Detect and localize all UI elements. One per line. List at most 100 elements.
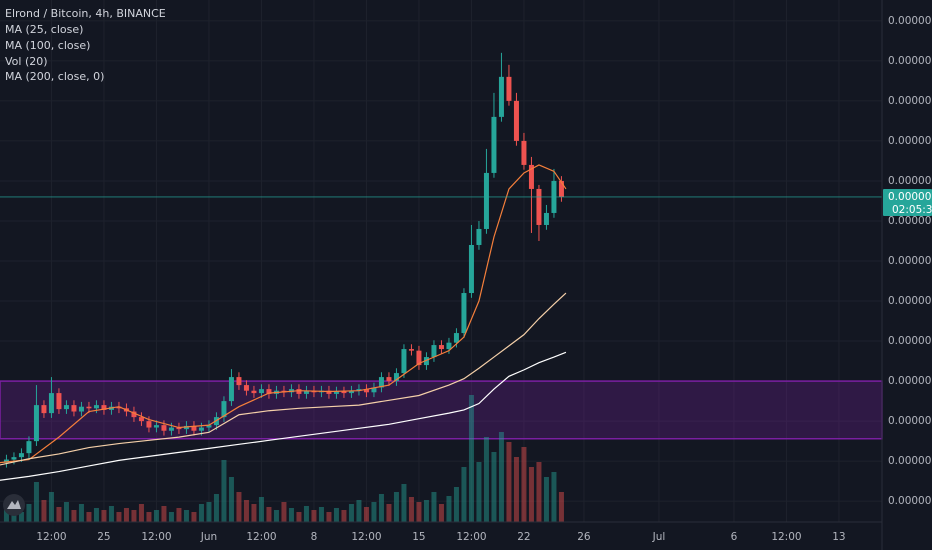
- ma-line: [0, 351, 567, 481]
- candle-body: [491, 116, 497, 173]
- indicator-label: MA (25, close): [5, 23, 83, 36]
- candle-body: [41, 405, 47, 414]
- volume-bar: [521, 447, 527, 522]
- x-tick-label: 26: [577, 531, 591, 543]
- axes: 0.00000015 0.00000020 0.00000025 0.00000030…: [36, 15, 932, 543]
- volume-bar: [71, 510, 77, 522]
- candle-body: [251, 390, 257, 394]
- candle-body: [63, 405, 69, 410]
- candle-body: [468, 244, 474, 294]
- candle-body: [498, 76, 504, 117]
- volume-bar: [236, 492, 242, 522]
- candle-body: [146, 421, 152, 428]
- volume-bar: [341, 510, 347, 522]
- volume-bar: [513, 457, 519, 522]
- candle-body: [408, 349, 414, 351]
- volume-bar: [86, 512, 92, 522]
- candle-body: [536, 188, 542, 225]
- candle-body: [116, 406, 122, 409]
- volume-bar: [198, 504, 204, 522]
- y-tick-label: 0.00000055: [888, 175, 932, 187]
- plot: [0, 52, 883, 522]
- y-tick-label: 0.00000070: [888, 55, 932, 67]
- volume-bar: [303, 506, 309, 522]
- candle-body: [453, 333, 459, 343]
- x-tick-label: 13: [832, 531, 845, 543]
- candle-body: [303, 390, 309, 394]
- volume-bar: [168, 512, 174, 522]
- volume-bar: [318, 507, 324, 522]
- x-tick-label: 8: [311, 531, 318, 543]
- candle-body: [86, 406, 92, 409]
- candle-body: [258, 389, 264, 394]
- chart-title: Elrond / Bitcoin, 4h, BINANCE: [5, 7, 166, 20]
- volume-bar: [498, 432, 504, 522]
- volume-bar: [183, 510, 189, 522]
- x-tick-label: 12:00: [246, 531, 276, 543]
- candle-body: [26, 441, 32, 454]
- candle-body: [191, 425, 197, 431]
- volume-bar: [243, 500, 249, 522]
- volume-bar: [123, 508, 129, 522]
- x-tick-label: 22: [517, 531, 530, 543]
- candle-body: [348, 390, 354, 394]
- x-tick-label: 6: [731, 531, 738, 543]
- volume-bar: [213, 494, 219, 522]
- volume-bar: [78, 504, 84, 522]
- volume-bar: [348, 504, 354, 522]
- candle-body: [363, 389, 369, 393]
- volume-bar: [453, 487, 459, 522]
- y-tick-label: 0.00000025: [888, 415, 932, 427]
- candle-body: [521, 140, 527, 165]
- volume-bar: [543, 477, 549, 522]
- volume-bar: [191, 512, 197, 522]
- candle-body: [236, 377, 242, 386]
- candle-body: [198, 427, 204, 431]
- volume-bar: [63, 502, 69, 522]
- candle-body: [483, 172, 489, 229]
- y-tick-label: 0.00000075: [888, 15, 932, 27]
- volume-bar: [296, 512, 302, 522]
- volume-bar: [551, 472, 557, 522]
- candle-body: [513, 100, 519, 141]
- volume-bar: [378, 494, 384, 522]
- volume-bar: [506, 442, 512, 522]
- candle-body: [266, 389, 272, 394]
- volume-bar: [288, 508, 294, 522]
- y-tick-label: 0.00000015: [888, 495, 932, 507]
- y-tick-label: 0.00000050: [888, 215, 932, 227]
- candle-body: [333, 391, 339, 394]
- y-tick-label: 0.00000040: [888, 295, 932, 307]
- candle-body: [33, 405, 39, 442]
- volume-bar: [26, 504, 32, 522]
- x-tick-label: 12:00: [771, 531, 801, 543]
- volume-bar: [146, 512, 152, 522]
- x-tick-label: 12:00: [351, 531, 381, 543]
- volume-bar: [423, 500, 429, 522]
- volume-bar: [416, 502, 422, 522]
- volume-bar: [528, 467, 534, 522]
- candle-body: [378, 377, 384, 388]
- volume-bar: [206, 502, 212, 522]
- candle-body: [138, 417, 144, 422]
- candle-body: [446, 342, 452, 350]
- volume-bar: [258, 497, 264, 522]
- volume-bar: [356, 500, 362, 522]
- candle-body: [528, 164, 534, 189]
- candle-body: [371, 387, 377, 393]
- volume-bar: [281, 502, 287, 522]
- volume-bar: [93, 508, 99, 522]
- volume-bar: [153, 510, 159, 522]
- last-price-label: 0.00000053: [888, 191, 932, 203]
- indicator-label: MA (200, close, 0): [5, 70, 104, 83]
- countdown: 02:05:36: [892, 204, 932, 216]
- candle-body: [243, 385, 249, 391]
- indicator-label: MA (100, close): [5, 39, 90, 52]
- volume-bar: [56, 507, 62, 522]
- candle-body: [438, 345, 444, 350]
- candle-body: [18, 453, 24, 458]
- x-tick-label: 12:00: [141, 531, 171, 543]
- volume-bar: [11, 514, 17, 522]
- volume-bar: [491, 452, 497, 522]
- volume-bar: [41, 500, 47, 522]
